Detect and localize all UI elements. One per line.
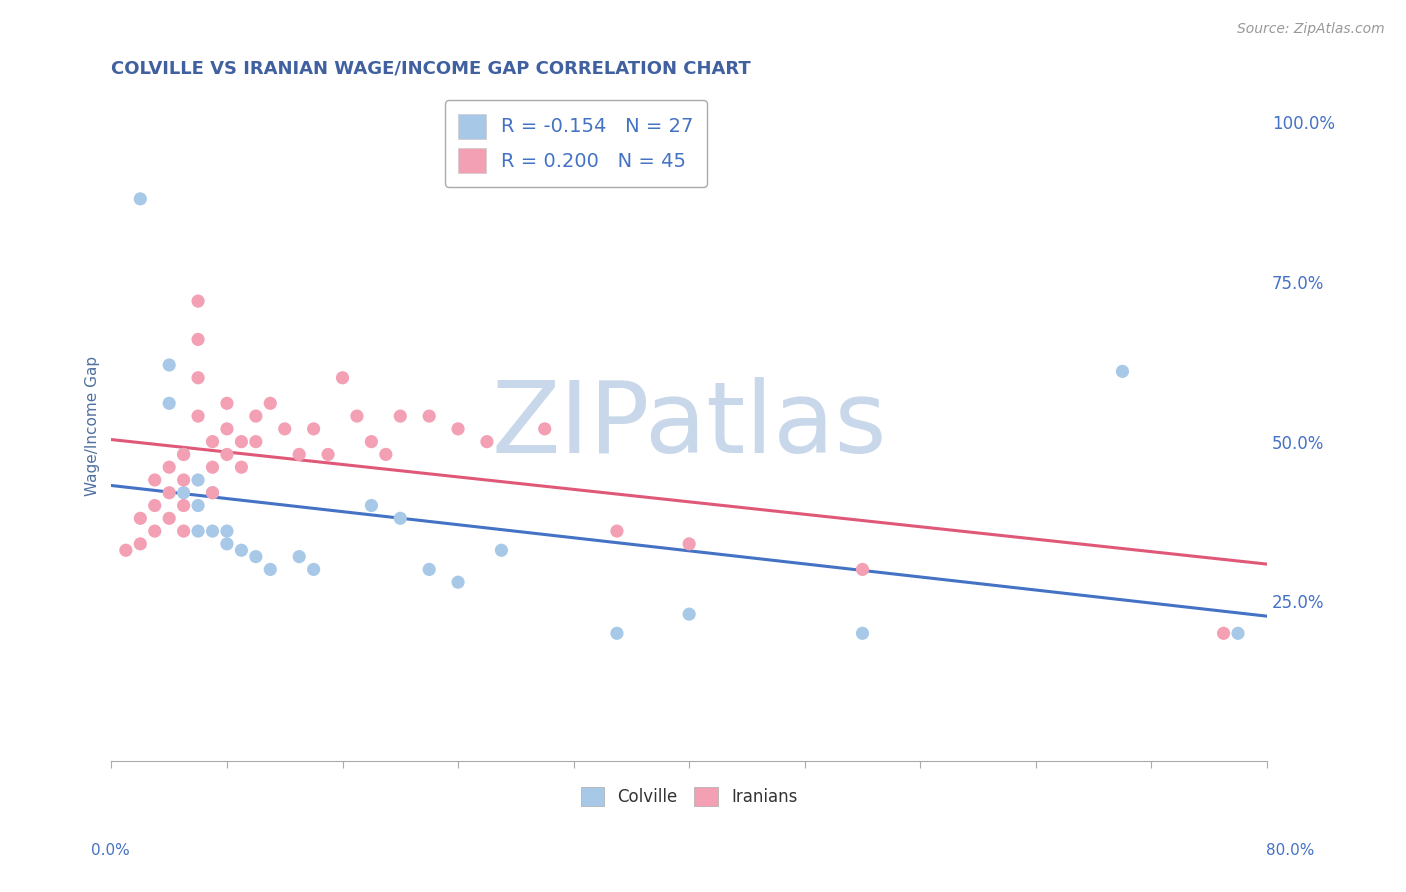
Point (245, 549, 267, 564)
Point (129, 537, 152, 551)
Point (302, 422, 325, 436)
Point (447, 422, 470, 436)
Text: COLVILLE VS IRANIAN WAGE/INCOME GAP CORRELATION CHART: COLVILLE VS IRANIAN WAGE/INCOME GAP CORR… (111, 60, 751, 78)
Point (173, 447, 195, 461)
Point (129, 511, 152, 525)
Point (215, 422, 238, 436)
Point (360, 499, 382, 513)
Text: 0.0%: 0.0% (91, 843, 131, 858)
Point (187, 370, 209, 384)
Point (231, 434, 253, 449)
Point (157, 358, 180, 372)
Point (678, 607, 700, 621)
Point (316, 447, 339, 461)
Point (173, 485, 195, 500)
Point (606, 626, 628, 640)
Point (187, 333, 209, 347)
Point (851, 562, 873, 576)
Point (606, 524, 628, 538)
Point (245, 409, 267, 423)
Point (360, 434, 382, 449)
Point (157, 485, 180, 500)
Point (418, 562, 440, 576)
Text: Source: ZipAtlas.com: Source: ZipAtlas.com (1237, 22, 1385, 37)
Point (491, 543, 513, 558)
Point (143, 473, 166, 487)
Point (851, 626, 873, 640)
Point (1227, 626, 1250, 640)
Point (475, 434, 498, 449)
Point (389, 409, 412, 423)
Point (302, 562, 325, 576)
Point (1111, 364, 1133, 378)
Text: 80.0%: 80.0% (1267, 843, 1315, 858)
Point (259, 396, 281, 410)
Point (374, 447, 396, 461)
Point (215, 447, 238, 461)
Point (157, 396, 180, 410)
Point (231, 460, 253, 475)
Point (346, 409, 368, 423)
Y-axis label: Wage/Income Gap: Wage/Income Gap (86, 356, 100, 496)
Point (143, 499, 166, 513)
Point (231, 543, 253, 558)
Point (418, 409, 440, 423)
Point (274, 422, 297, 436)
Point (143, 524, 166, 538)
Point (678, 537, 700, 551)
Point (187, 294, 209, 309)
Point (332, 370, 354, 384)
Point (1212, 626, 1234, 640)
Point (201, 485, 224, 500)
Point (173, 499, 195, 513)
Point (173, 473, 195, 487)
Point (215, 537, 238, 551)
Point (157, 511, 180, 525)
Point (245, 434, 267, 449)
Point (389, 511, 412, 525)
Point (259, 562, 281, 576)
Point (288, 549, 311, 564)
Point (215, 396, 238, 410)
Point (533, 422, 555, 436)
Point (157, 460, 180, 475)
Point (129, 192, 152, 206)
Point (187, 473, 209, 487)
Point (288, 447, 311, 461)
Point (115, 543, 138, 558)
Point (201, 434, 224, 449)
Legend: Colville, Iranians: Colville, Iranians (574, 780, 804, 814)
Point (187, 499, 209, 513)
Point (201, 485, 224, 500)
Point (187, 524, 209, 538)
Point (173, 447, 195, 461)
Point (187, 409, 209, 423)
Point (201, 524, 224, 538)
Point (173, 524, 195, 538)
Point (215, 524, 238, 538)
Point (447, 575, 470, 590)
Point (201, 460, 224, 475)
Text: ZIPatlas: ZIPatlas (492, 377, 887, 475)
